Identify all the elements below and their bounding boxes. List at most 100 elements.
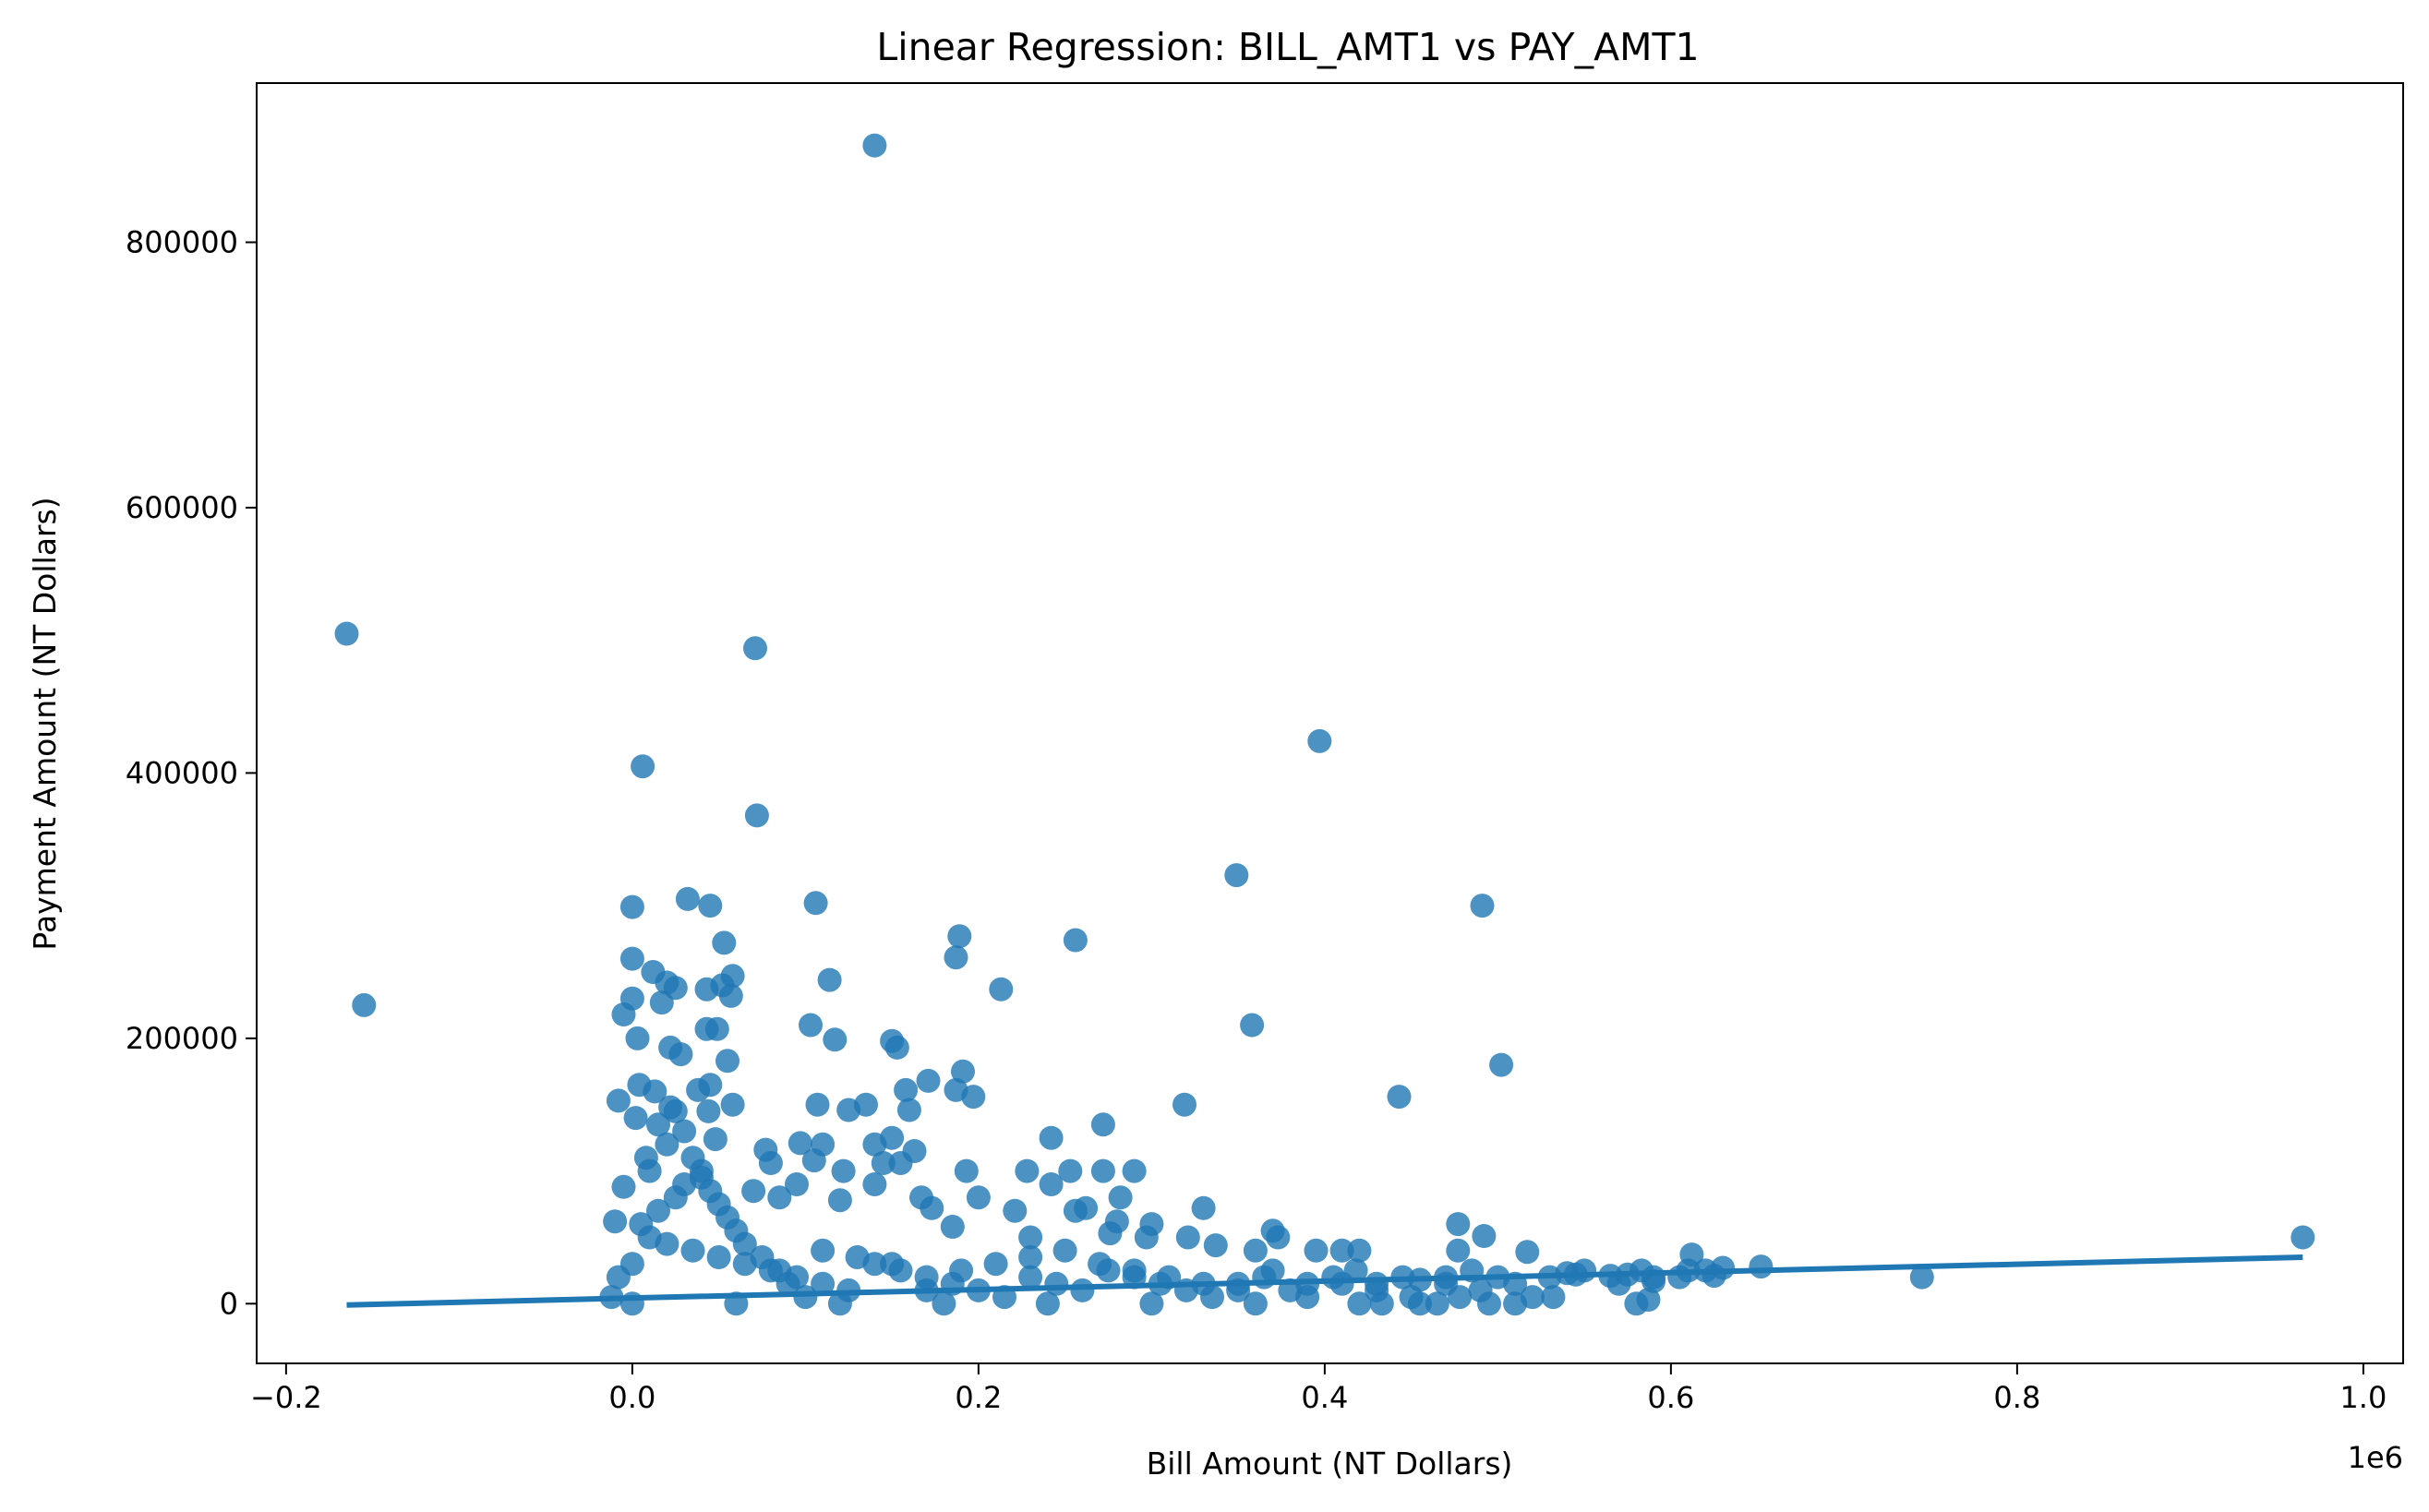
scatter-point bbox=[954, 1158, 979, 1183]
scatter-point bbox=[1489, 1052, 1514, 1077]
scatter-point bbox=[888, 1151, 913, 1175]
scatter-point bbox=[811, 1238, 836, 1263]
scatter-point bbox=[811, 1271, 836, 1296]
scatter-point bbox=[1018, 1265, 1043, 1290]
scatter-point bbox=[696, 1098, 721, 1123]
scatter-point bbox=[836, 1098, 861, 1122]
y-tick-label: 800000 bbox=[126, 224, 238, 259]
scatter-point bbox=[720, 1092, 745, 1117]
scatter-point bbox=[1122, 1158, 1147, 1183]
scatter-point bbox=[698, 894, 723, 918]
scatter-point bbox=[894, 1077, 919, 1102]
scatter-point bbox=[1063, 928, 1088, 953]
scatter-point bbox=[619, 946, 644, 971]
scatter-point bbox=[1468, 1278, 1493, 1302]
y-axis-label: Payment Amount (NT Dollars) bbox=[27, 497, 63, 950]
scatter-point bbox=[1472, 1224, 1497, 1248]
scatter-point bbox=[805, 1092, 830, 1117]
scatter-point bbox=[643, 1079, 667, 1104]
scatter-point bbox=[712, 930, 737, 955]
scatter-point bbox=[785, 1172, 809, 1196]
scatter-point bbox=[896, 1098, 921, 1122]
scatter-point bbox=[1446, 1238, 1471, 1263]
scatter-point bbox=[1052, 1238, 1077, 1263]
scatter-point bbox=[862, 1132, 887, 1157]
scatter-point bbox=[989, 977, 1014, 1002]
scatter-point bbox=[1018, 1245, 1043, 1269]
scatter-point bbox=[845, 1245, 870, 1269]
scatter-point bbox=[1329, 1271, 1354, 1296]
scatter-point bbox=[1015, 1158, 1040, 1183]
scatter-point bbox=[793, 1285, 818, 1310]
scatter-point bbox=[1134, 1225, 1159, 1250]
scatter-point bbox=[1203, 1233, 1228, 1258]
regression-line bbox=[346, 1254, 2303, 1308]
scatter-point bbox=[884, 1035, 909, 1060]
scatter-point bbox=[2291, 1225, 2315, 1250]
scatter-point bbox=[1122, 1258, 1147, 1283]
plot-area-frame bbox=[256, 82, 2404, 1364]
x-axis: −0.2 0.0 0.2 0.4 0.6 0.8 1.0 bbox=[250, 1363, 2387, 1415]
scatter-point bbox=[1088, 1252, 1112, 1277]
scatter-point bbox=[831, 1158, 856, 1183]
x-tick-label: 0.6 bbox=[1647, 1380, 1694, 1415]
y-tick-label: 600000 bbox=[126, 490, 238, 525]
scatter-point bbox=[1606, 1271, 1631, 1296]
scatter-point bbox=[1425, 1291, 1449, 1316]
scatter-point bbox=[675, 886, 700, 911]
x-tick-label: 0.2 bbox=[955, 1380, 1002, 1415]
scatter-point bbox=[1224, 863, 1249, 888]
scatter-point bbox=[827, 1291, 852, 1316]
scatter-point bbox=[1470, 894, 1495, 918]
scatter-point bbox=[799, 1013, 823, 1038]
x-tick-label: −0.2 bbox=[250, 1380, 322, 1415]
scatter-point bbox=[1260, 1258, 1285, 1283]
scatter-point bbox=[1070, 1278, 1095, 1302]
scatter-point bbox=[718, 983, 743, 1008]
x-axis-label: Bill Amount (NT Dollars) bbox=[1147, 1446, 1513, 1482]
scatter-point bbox=[1175, 1225, 1200, 1250]
scatter-point bbox=[623, 1106, 648, 1131]
scatter-point bbox=[741, 1179, 766, 1204]
scatter-point bbox=[1295, 1285, 1320, 1310]
scatter-point bbox=[862, 1172, 887, 1196]
scatter-point bbox=[947, 924, 972, 949]
scatter-point bbox=[1446, 1212, 1471, 1237]
scatter-point bbox=[611, 1002, 636, 1026]
scatter-point bbox=[862, 133, 887, 158]
scatter-point bbox=[1243, 1238, 1268, 1263]
scatter-point bbox=[1090, 1158, 1115, 1183]
scatter-point bbox=[949, 1258, 974, 1283]
scatter-point bbox=[983, 1252, 1008, 1277]
y-tick-label: 400000 bbox=[126, 755, 238, 790]
scatter-point bbox=[1572, 1258, 1597, 1283]
scatter-point bbox=[352, 992, 377, 1017]
scatter-point bbox=[606, 1088, 631, 1113]
scatter-point bbox=[1035, 1291, 1060, 1316]
scatter-point bbox=[1307, 728, 1332, 753]
scatter-point bbox=[817, 967, 842, 992]
scatter-point bbox=[703, 1127, 727, 1152]
scatter-point bbox=[932, 1291, 956, 1316]
scatter-point bbox=[880, 1252, 905, 1277]
scatter-point bbox=[871, 1151, 896, 1175]
scatter-point bbox=[1749, 1254, 1774, 1279]
scatter-point bbox=[944, 945, 968, 970]
x-tick-label: 1.0 bbox=[2339, 1380, 2387, 1415]
scatter-point bbox=[672, 1119, 697, 1144]
scatter-point bbox=[625, 1026, 650, 1050]
scatter-point bbox=[629, 1212, 654, 1237]
scatter-point bbox=[966, 1185, 991, 1210]
scatter-point bbox=[680, 1146, 705, 1170]
regression-layer bbox=[346, 1254, 2303, 1308]
scatter-point bbox=[1172, 1092, 1196, 1117]
scatter-point bbox=[788, 1131, 812, 1156]
scatter-point bbox=[750, 1245, 775, 1269]
scatter-point bbox=[668, 1042, 693, 1067]
scatter-point bbox=[1098, 1221, 1123, 1246]
scatter-point bbox=[686, 1077, 711, 1102]
scatter-point bbox=[715, 1049, 740, 1074]
scatter-point bbox=[619, 894, 644, 919]
scatter-point bbox=[611, 1174, 636, 1199]
